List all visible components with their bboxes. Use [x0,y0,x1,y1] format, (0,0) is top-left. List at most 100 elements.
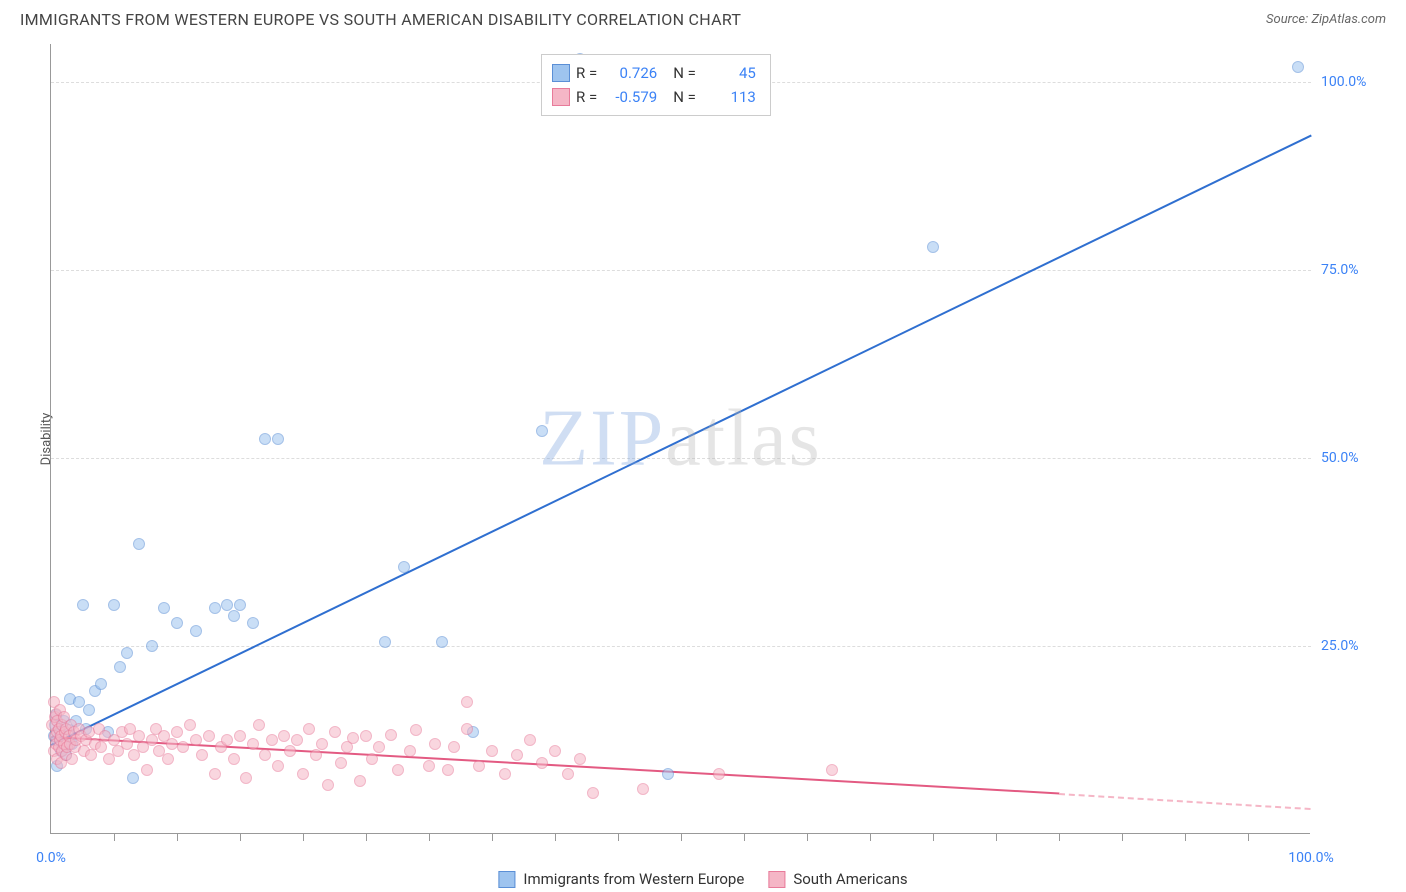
data-point [278,730,290,742]
legend-item: Immigrants from Western Europe [498,870,744,888]
x-tick [1059,834,1060,841]
data-point [473,760,485,772]
data-point [184,719,196,731]
data-point [329,726,341,738]
x-tick [744,834,745,841]
data-point [234,599,246,611]
x-tick [555,834,556,841]
trend-line [51,134,1312,745]
data-point [259,433,271,445]
plot-area: ZIPatlas R =0.726N =45R =-0.579N =113 25… [50,44,1310,834]
data-point [133,730,145,742]
data-point [177,741,189,753]
data-point [461,696,473,708]
x-tick [492,834,493,841]
data-point [322,779,334,791]
legend-r-label: R = [576,85,597,109]
legend-r-value: -0.579 [603,85,657,109]
x-tick [618,834,619,841]
data-point [196,749,208,761]
legend-item: South Americans [768,870,907,888]
data-point [166,738,178,750]
legend-swatch [552,88,570,106]
data-point [461,723,473,735]
x-tick [1122,834,1123,841]
data-point [95,678,107,690]
legend-r-label: R = [576,61,597,85]
data-point [536,425,548,437]
data-point [121,738,133,750]
data-point [209,768,221,780]
gridline [51,458,1311,459]
data-point [511,749,523,761]
x-tick [870,834,871,841]
data-point [423,760,435,772]
x-tick-label: 0.0% [36,850,66,866]
data-point [379,636,391,648]
data-point [536,757,548,769]
data-point [190,734,202,746]
data-point [410,724,422,736]
data-point [228,610,240,622]
x-tick-label: 100.0% [1288,850,1333,866]
y-tick-label: 25.0% [1321,638,1359,654]
data-point [266,734,278,746]
data-point [927,241,939,253]
data-point [429,738,441,750]
data-point [1292,61,1304,73]
data-point [141,764,153,776]
data-point [385,729,397,741]
data-point [303,723,315,735]
legend-n-value: 113 [702,85,756,109]
legend-label: South Americans [793,870,907,888]
legend-n-value: 45 [702,61,756,85]
legend-swatch [498,871,515,888]
x-tick [681,834,682,841]
data-point [637,783,649,795]
legend-r-value: 0.726 [603,61,657,85]
data-point [203,730,215,742]
data-point [228,753,240,765]
data-point [826,764,838,776]
x-tick [114,834,115,841]
data-point [272,760,284,772]
x-tick [1185,834,1186,841]
legend-swatch [768,871,785,888]
data-point [366,753,378,765]
chart-title: IMMIGRANTS FROM WESTERN EUROPE VS SOUTH … [20,10,741,29]
data-point [234,730,246,742]
data-point [297,768,309,780]
x-tick [933,834,934,841]
chart-header: IMMIGRANTS FROM WESTERN EUROPE VS SOUTH … [0,0,1406,37]
data-point [448,741,460,753]
data-point [259,749,271,761]
data-point [146,734,158,746]
series-legend: Immigrants from Western Europe South Amer… [498,870,907,888]
data-point [499,768,511,780]
data-point [486,745,498,757]
data-point [562,768,574,780]
x-tick [429,834,430,841]
chart-source: Source: ZipAtlas.com [1266,12,1386,27]
correlation-legend: R =0.726N =45R =-0.579N =113 [541,54,771,116]
data-point [436,636,448,648]
data-point [404,745,416,757]
data-point [398,561,410,573]
data-point [158,602,170,614]
data-point [524,734,536,746]
data-point [133,538,145,550]
x-tick [177,834,178,841]
legend-row: R =-0.579N =113 [552,85,756,109]
legend-row: R =0.726N =45 [552,61,756,85]
data-point [127,772,139,784]
data-point [171,617,183,629]
data-point [442,764,454,776]
gridline [51,646,1311,647]
data-point [347,732,359,744]
data-point [95,741,107,753]
x-tick [366,834,367,841]
data-point [549,745,561,757]
data-point [310,749,322,761]
data-point [83,704,95,716]
x-tick [1248,834,1249,841]
